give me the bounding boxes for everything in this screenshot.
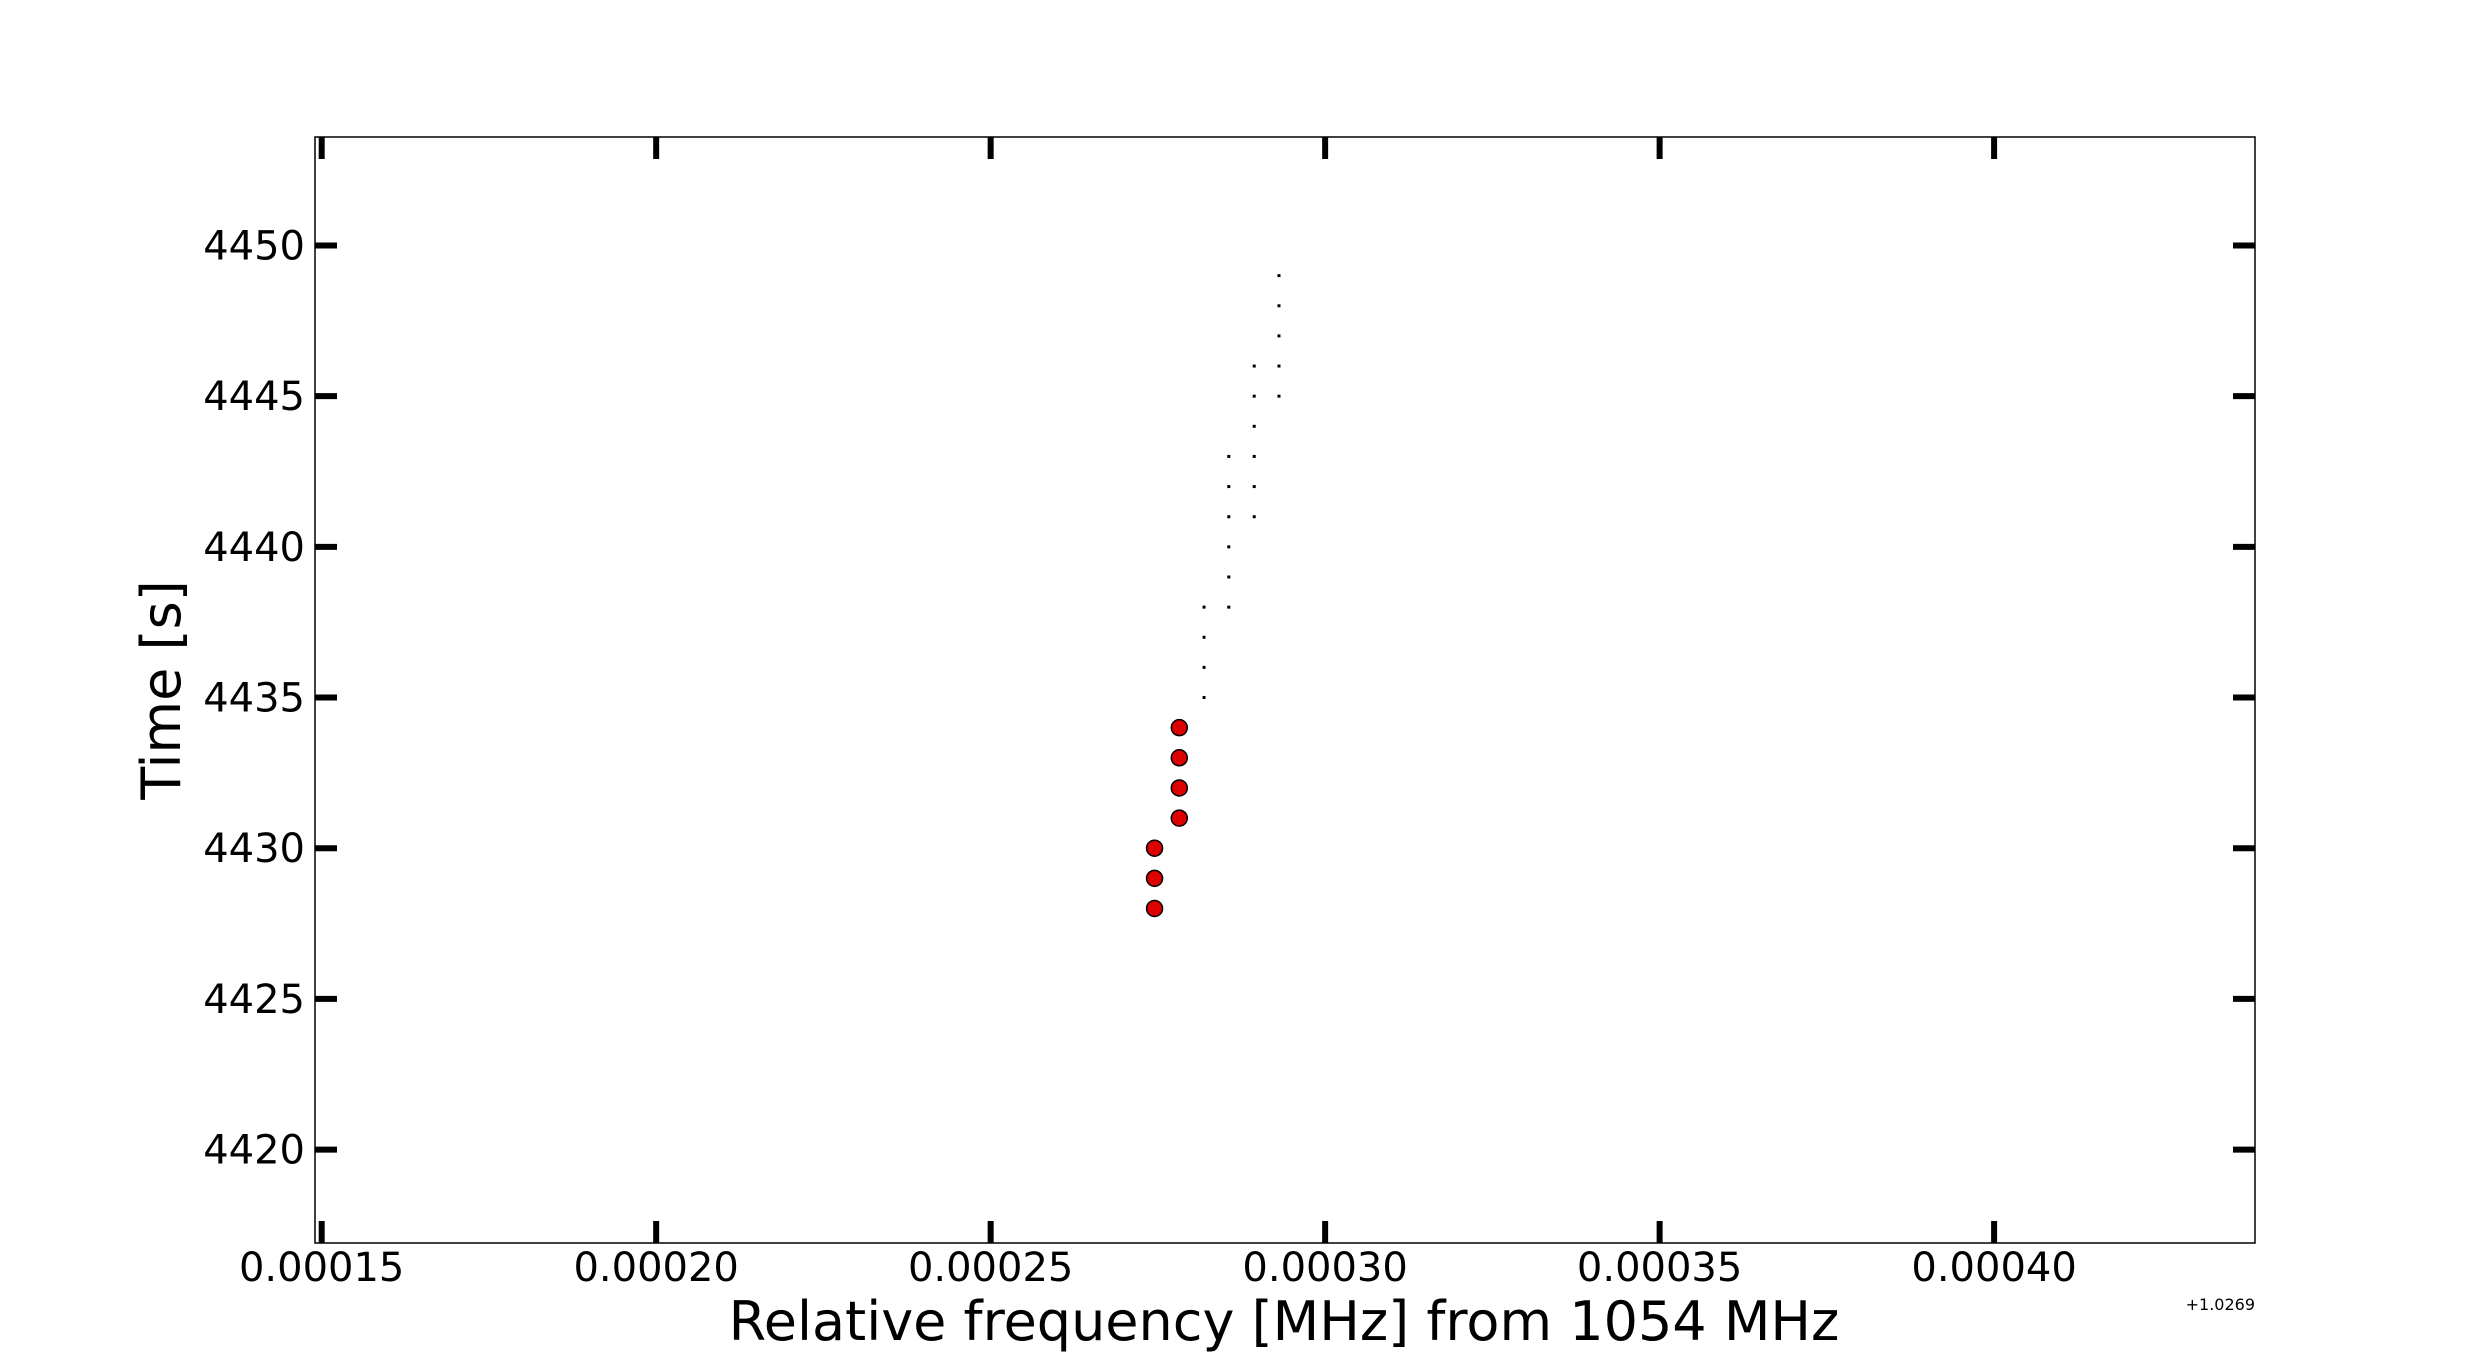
x-tick-label: 0.00040 (1911, 1245, 2076, 1291)
plot-frame (314, 136, 2256, 1244)
scatter-point-black (1252, 485, 1256, 489)
scatter-point-black (1202, 635, 1206, 639)
data-points (1145, 274, 1281, 918)
x-tick-label: 0.00020 (573, 1245, 738, 1291)
y-axis-ticks: 4420 4425 4430 4435 4440 4445 4450 (203, 223, 2255, 1174)
scatter-point-black (1202, 696, 1206, 700)
x-tick-label: 0.00030 (1242, 1245, 1407, 1291)
scatter-point-black (1277, 304, 1281, 308)
scatter-point-black (1252, 364, 1256, 368)
scatter-point-black (1202, 605, 1206, 609)
scatter-point-black (1277, 274, 1281, 278)
scatter-point-red (1170, 809, 1189, 827)
scatter-point-red (1145, 839, 1164, 857)
y-tick-label: 4435 (203, 676, 305, 722)
scatter-point-black (1277, 394, 1281, 398)
scatter-point-black (1277, 364, 1281, 368)
scatter-point-black (1227, 575, 1231, 579)
y-tick-label: 4430 (203, 826, 305, 872)
x-axis-ticks: 0.00015 0.00020 0.00025 0.00030 0.00035 0.000… (239, 137, 2077, 1291)
y-tick-label: 4445 (203, 374, 305, 420)
scatter-point-black (1252, 424, 1256, 428)
scatter-point-red (1170, 779, 1189, 797)
scatter-point-black (1252, 454, 1256, 458)
y-axis-label: Time [s] (130, 580, 193, 801)
scatter-point-red (1170, 749, 1189, 767)
x-tick-label: 0.00025 (908, 1245, 1073, 1291)
scatter-point-black (1227, 545, 1231, 549)
y-tick-label: 4420 (203, 1128, 305, 1174)
scatter-point-black (1252, 394, 1256, 398)
scatter-point-red (1145, 899, 1164, 918)
y-tick-label: 4440 (203, 525, 305, 571)
scatter-point-red (1145, 869, 1164, 888)
scatter-point-black (1227, 605, 1231, 609)
scatter-point-black (1252, 515, 1256, 519)
scatter-point-black (1202, 665, 1206, 669)
scatter-point-black (1277, 334, 1281, 338)
y-tick-label: 4425 (203, 977, 305, 1023)
scatter-point-black (1227, 485, 1231, 489)
x-tick-label: 0.00035 (1577, 1245, 1742, 1291)
scatter-point-black (1227, 454, 1231, 458)
x-offset-label: +1.0269 (2186, 1295, 2255, 1314)
y-tick-label: 4450 (203, 223, 305, 269)
scatter-point-red (1170, 718, 1189, 737)
x-tick-label: 0.00015 (239, 1245, 404, 1291)
scatter-point-black (1227, 515, 1231, 519)
x-axis-label: Relative frequency [MHz] from 1054 MHz (729, 1290, 1840, 1353)
